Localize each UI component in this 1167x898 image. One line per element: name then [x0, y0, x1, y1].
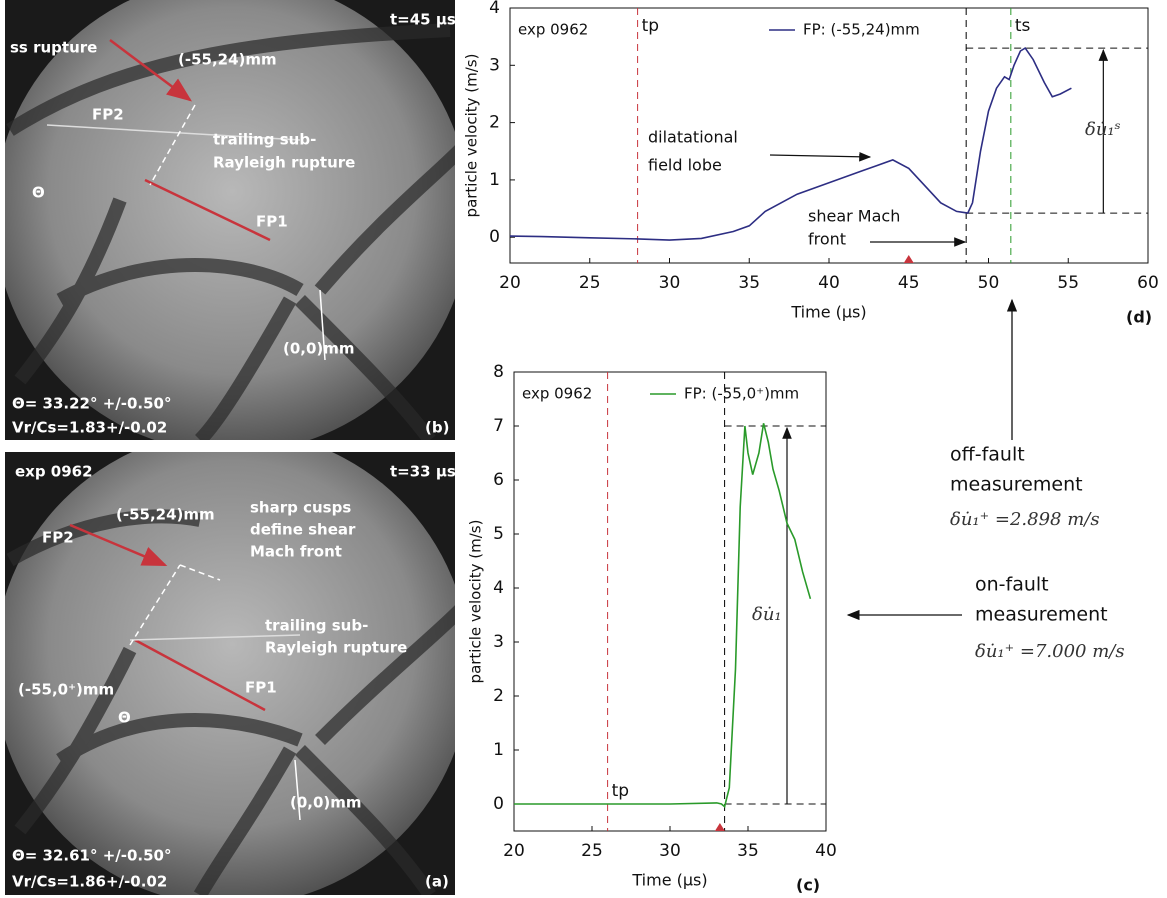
photo-annotation: (-55,24)mm — [178, 51, 277, 69]
x-tick-label: 25 — [579, 273, 601, 293]
chart-annotation: δu̇₁ˢ — [1085, 119, 1121, 140]
photo-annotation: ss rupture — [10, 39, 97, 57]
x-tick-label: 40 — [818, 273, 840, 293]
y-tick-label: 2 — [489, 113, 500, 133]
y-tick-label: 0 — [493, 794, 504, 814]
chart-annotation: front — [808, 230, 846, 249]
exp-label: exp 0962 — [518, 21, 588, 39]
y-axis-label: particle velocity (m/s) — [463, 54, 481, 218]
y-tick-label: 3 — [493, 632, 504, 652]
photo-annotation: Θ — [32, 184, 45, 202]
chart-annotation: field lobe — [648, 156, 722, 175]
y-tick-label: 0 — [489, 227, 500, 247]
photo-annotation: FP2 — [42, 529, 74, 547]
series-line — [509, 47, 1072, 241]
side-note: δu̇₁⁺ =2.898 m/s — [950, 509, 1100, 530]
photo-annotation: (0,0)mm — [283, 340, 355, 358]
x-tick-label: 45 — [898, 273, 920, 293]
event-marker — [903, 255, 914, 263]
photo-annotation: Mach front — [250, 543, 342, 561]
time-label: t=33 µs — [390, 463, 456, 481]
x-tick-label: 35 — [738, 273, 760, 293]
y-axis-label: particle velocity (m/s) — [467, 520, 485, 684]
x-axis-label: Time (µs) — [631, 871, 707, 890]
photo-stat: Vr/Cs=1.86+/-0.02 — [12, 873, 167, 891]
y-tick-label: 8 — [493, 362, 504, 382]
y-tick-label: 3 — [489, 55, 500, 75]
y-tick-label: 6 — [493, 470, 504, 490]
vline-label: tp — [612, 781, 629, 801]
panel-label: (a) — [425, 873, 449, 891]
y-tick-label: 2 — [493, 686, 504, 706]
x-tick-label: 40 — [815, 841, 837, 861]
series-line — [514, 423, 812, 809]
photo-stat: Θ= 33.22° +/-0.50° — [12, 395, 172, 413]
panel-label: (c) — [796, 876, 820, 895]
time-label: t=45 µs — [390, 11, 456, 29]
x-tick-label: 55 — [1057, 273, 1079, 293]
x-tick-label: 20 — [499, 273, 521, 293]
x-tick-label: 60 — [1137, 273, 1159, 293]
photo-annotation: define shear — [250, 521, 356, 539]
legend-label: FP: (-55,0⁺)mm — [684, 385, 799, 403]
photo-annotation: Θ — [118, 709, 131, 727]
x-tick-label: 30 — [659, 273, 681, 293]
vline-label: ts — [1015, 16, 1031, 36]
x-tick-label: 50 — [978, 273, 1000, 293]
photo-annotation: trailing sub- — [265, 617, 368, 635]
annotation-arrow — [769, 151, 872, 162]
exp-label: exp 0962 — [522, 385, 592, 403]
x-tick-label: 30 — [659, 841, 681, 861]
panel-label: (b) — [425, 419, 449, 437]
exp-label: exp 0962 — [15, 463, 93, 481]
side-note: on-fault — [975, 574, 1049, 596]
y-tick-label: 4 — [489, 0, 500, 18]
photo-annotation: (0,0)mm — [290, 794, 362, 812]
vline-label: tp — [642, 16, 659, 36]
x-tick-label: 35 — [737, 841, 759, 861]
photo-b — [5, 0, 455, 440]
panel-label: (d) — [1126, 308, 1152, 327]
event-marker — [714, 823, 725, 831]
plot-frame — [513, 371, 827, 832]
y-tick-label: 1 — [489, 170, 500, 190]
side-note: δu̇₁⁺ =7.000 m/s — [975, 641, 1125, 662]
photo-annotation: (-55,24)mm — [116, 506, 215, 524]
photo-stat: Vr/Cs=1.83+/-0.02 — [12, 419, 167, 437]
x-tick-label: 20 — [503, 841, 525, 861]
photo-annotation: FP1 — [256, 213, 288, 231]
photo-annotation: FP1 — [245, 679, 277, 697]
y-tick-label: 1 — [493, 740, 504, 760]
chart-annotation: dilatational — [648, 128, 738, 147]
side-note: measurement — [975, 604, 1108, 626]
chart-annotation: δu̇₁ — [752, 604, 782, 625]
side-note: off-fault — [950, 444, 1025, 466]
side-note: measurement — [950, 474, 1083, 496]
x-axis-label: Time (µs) — [790, 303, 866, 322]
y-tick-label: 5 — [493, 524, 504, 544]
photo-annotation: Rayleigh rupture — [265, 639, 407, 657]
photo-a — [5, 452, 455, 895]
photo-annotation: trailing sub- — [213, 131, 316, 149]
y-tick-label: 4 — [493, 578, 504, 598]
chart-annotation: shear Mach — [808, 207, 900, 226]
y-tick-label: 7 — [493, 416, 504, 436]
legend-label: FP: (-55,24)mm — [803, 21, 920, 39]
photo-annotation: (-55,0⁺)mm — [18, 681, 114, 699]
photo-annotation: FP2 — [92, 106, 124, 124]
photo-annotation: Rayleigh rupture — [213, 154, 355, 172]
photo-stat: Θ= 32.61° +/-0.50° — [12, 847, 172, 865]
photo-annotation: sharp cusps — [250, 499, 351, 517]
x-tick-label: 25 — [581, 841, 603, 861]
